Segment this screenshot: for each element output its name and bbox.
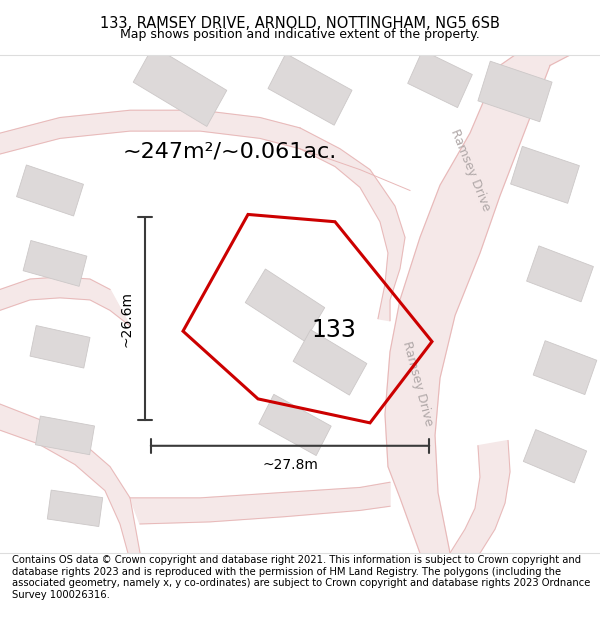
Text: ~26.6m: ~26.6m: [120, 291, 134, 347]
Polygon shape: [478, 61, 552, 122]
Polygon shape: [17, 165, 83, 216]
Polygon shape: [511, 146, 580, 203]
Polygon shape: [0, 110, 300, 154]
Polygon shape: [293, 330, 367, 395]
Polygon shape: [268, 54, 352, 125]
Text: Ramsey Drive: Ramsey Drive: [448, 127, 493, 212]
Text: 133: 133: [312, 318, 357, 342]
Polygon shape: [259, 394, 331, 456]
Text: 133, RAMSEY DRIVE, ARNOLD, NOTTINGHAM, NG5 6SB: 133, RAMSEY DRIVE, ARNOLD, NOTTINGHAM, N…: [100, 16, 500, 31]
Polygon shape: [35, 416, 95, 455]
Polygon shape: [385, 66, 550, 553]
Polygon shape: [407, 51, 472, 108]
Polygon shape: [245, 269, 325, 341]
Text: Ramsey Drive: Ramsey Drive: [400, 339, 436, 427]
Polygon shape: [500, 55, 600, 66]
Polygon shape: [523, 429, 587, 483]
Polygon shape: [130, 482, 390, 524]
Polygon shape: [47, 490, 103, 526]
Text: ~27.8m: ~27.8m: [262, 458, 318, 471]
Polygon shape: [450, 441, 510, 553]
Polygon shape: [533, 341, 597, 394]
Text: ~247m²/~0.061ac.: ~247m²/~0.061ac.: [123, 142, 337, 162]
Polygon shape: [527, 246, 593, 302]
Polygon shape: [23, 241, 87, 286]
Polygon shape: [300, 128, 405, 321]
Polygon shape: [133, 46, 227, 126]
Polygon shape: [0, 404, 140, 553]
Polygon shape: [0, 277, 130, 326]
Polygon shape: [30, 326, 90, 368]
Text: Contains OS data © Crown copyright and database right 2021. This information is : Contains OS data © Crown copyright and d…: [12, 555, 590, 600]
Text: Map shows position and indicative extent of the property.: Map shows position and indicative extent…: [120, 28, 480, 41]
